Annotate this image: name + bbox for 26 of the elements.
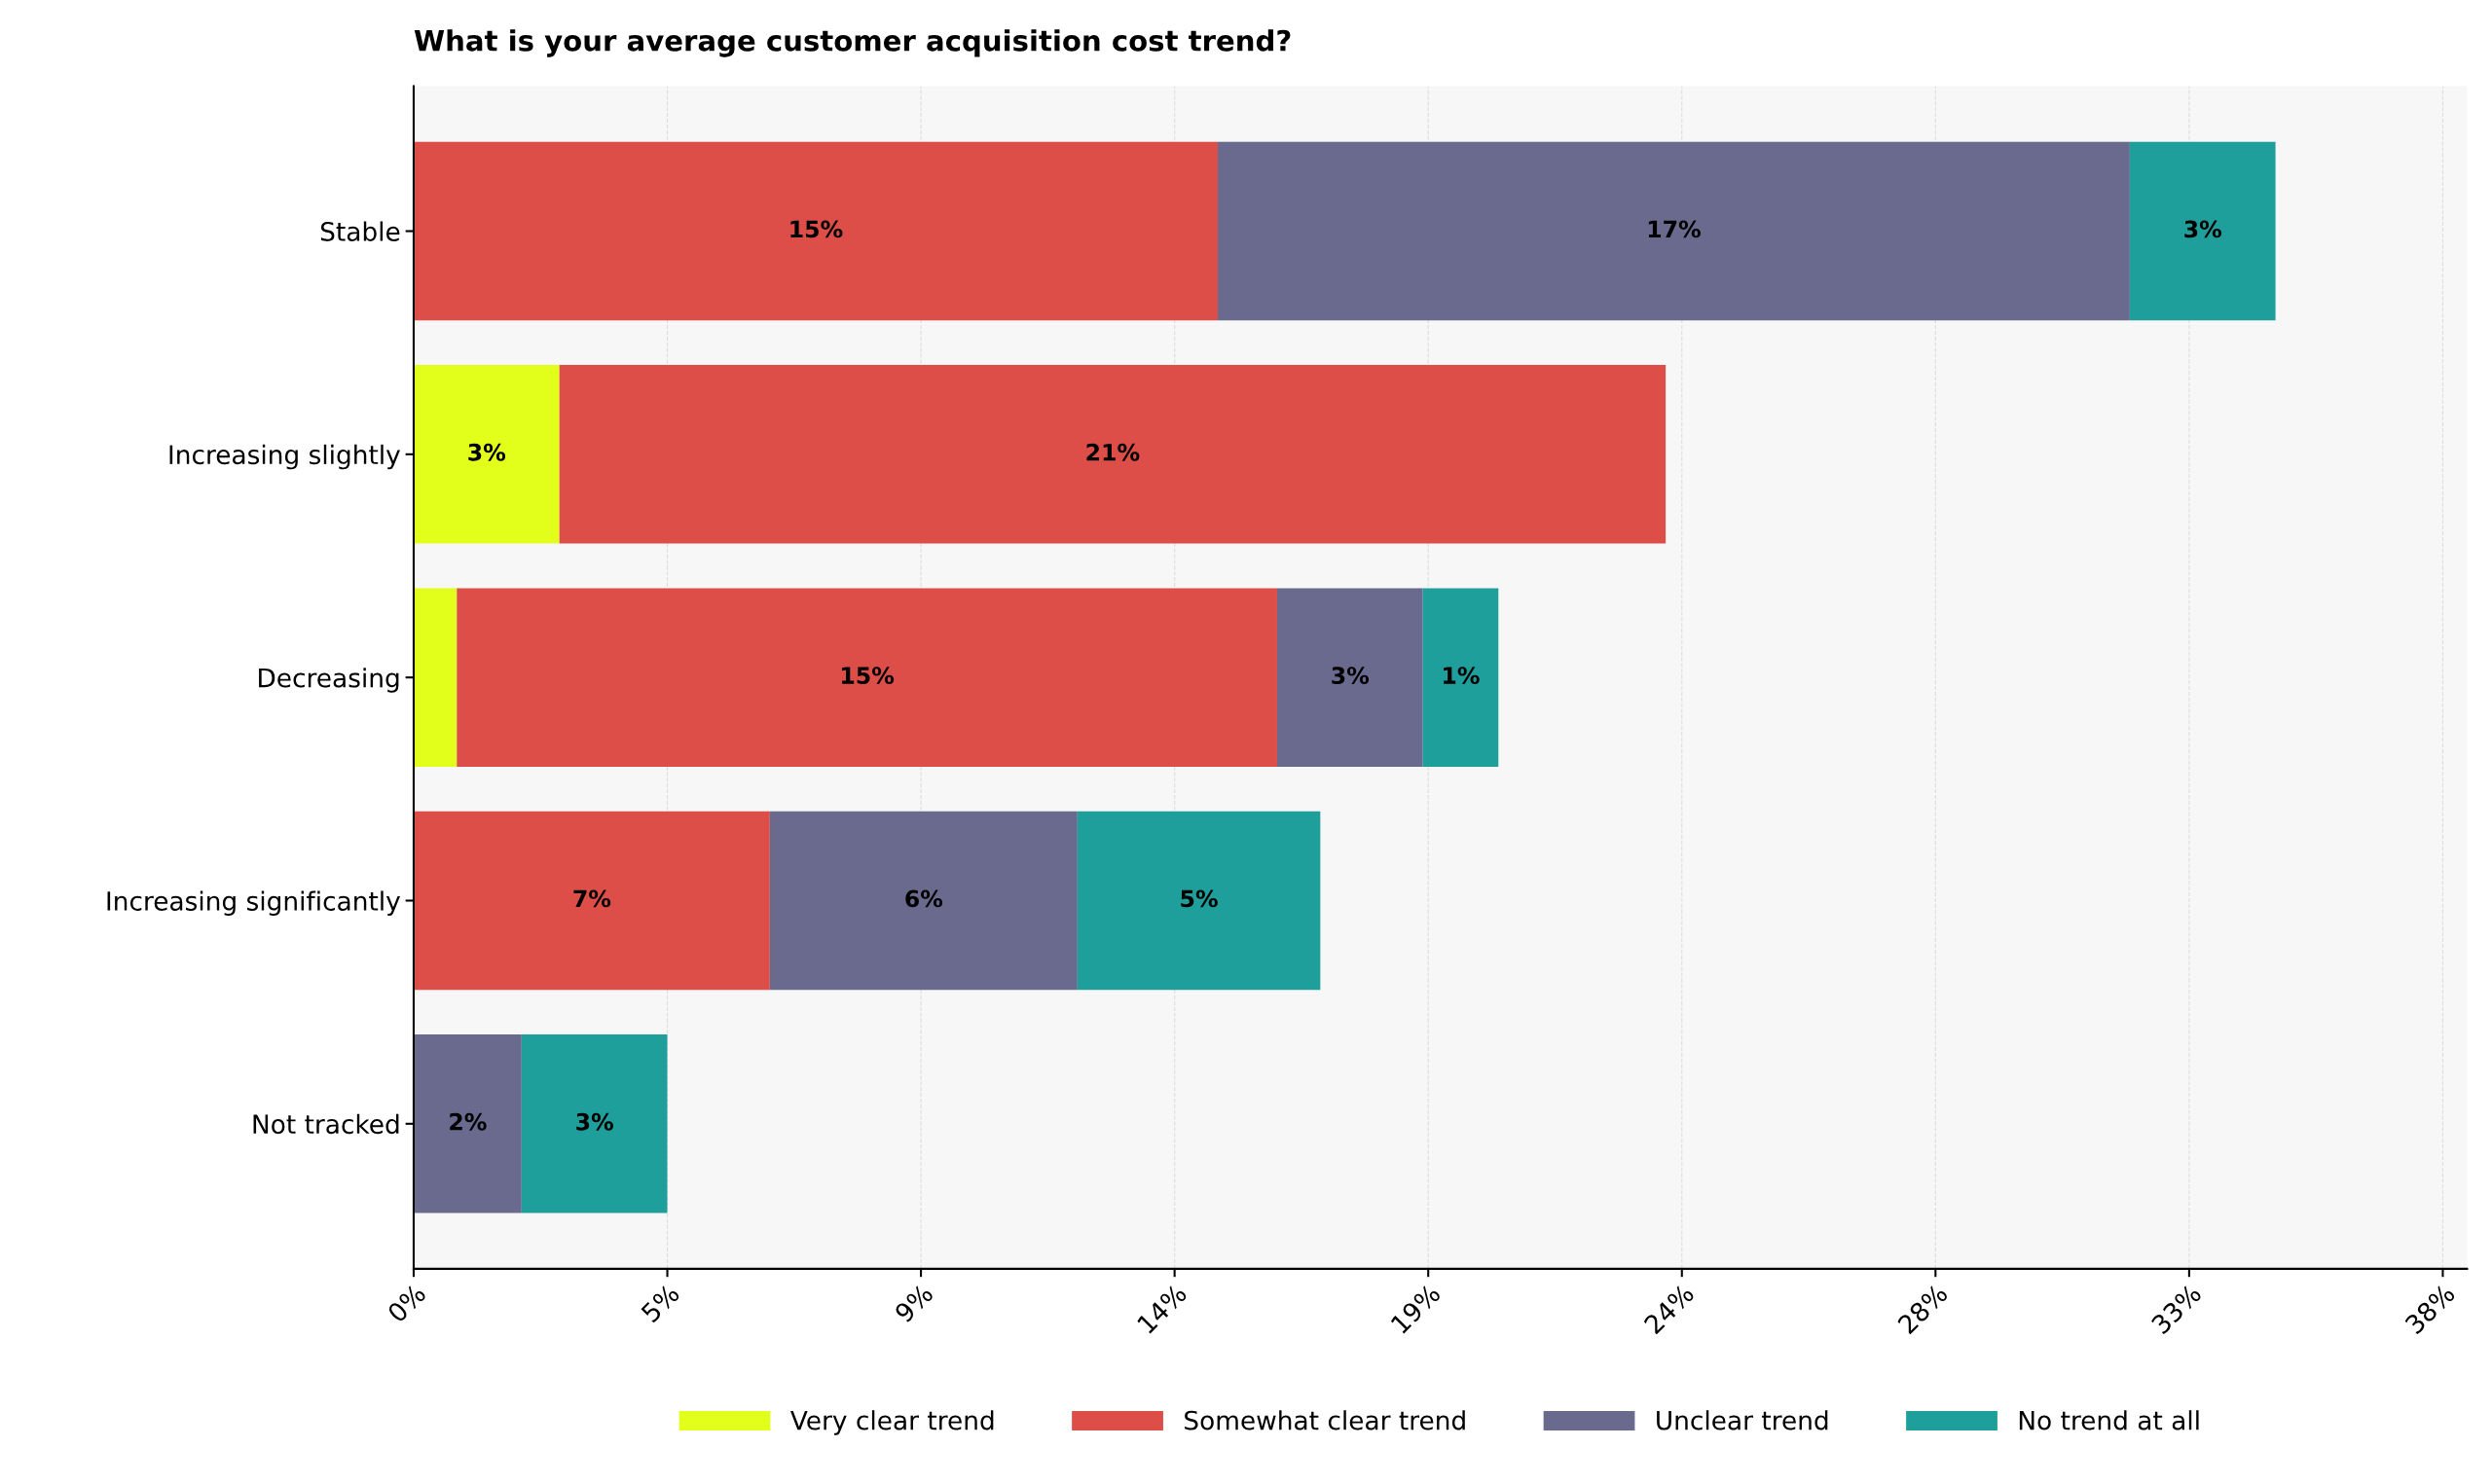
x-tick-label: 9% <box>893 1283 934 1323</box>
y-tick-label: Not tracked <box>253 1113 399 1135</box>
x-tick-label: 0% <box>385 1283 427 1323</box>
chart-title: What is your average customer acquisition cost trend? <box>414 29 1291 57</box>
data-label: 5% <box>1181 889 1218 908</box>
data-label: 7% <box>573 889 611 908</box>
legend-label: Very clear trend <box>790 1410 994 1435</box>
legend-label: No trend at all <box>2019 1410 2199 1430</box>
data-label: 1% <box>1444 667 1480 685</box>
y-tick-label: Stable <box>320 221 400 241</box>
data-label: 3% <box>1332 667 1370 685</box>
legend-label: Somewhat clear trend <box>1185 1410 1465 1430</box>
data-label: 3% <box>576 1112 613 1131</box>
data-label: 21% <box>1086 443 1140 461</box>
y-tick-label: Increasing significantly <box>107 890 400 916</box>
data-label: 3% <box>468 443 506 461</box>
data-label: 6% <box>905 889 943 908</box>
y-tick-label: Decreasing <box>259 668 399 693</box>
x-tick-label: 5% <box>640 1283 680 1323</box>
data-label: 2% <box>450 1112 487 1131</box>
data-label: 15% <box>790 220 843 238</box>
data-label: 17% <box>1648 220 1701 238</box>
y-tick-label: Increasing slightly <box>169 444 400 470</box>
data-label: 15% <box>842 667 895 685</box>
legend-label: Unclear trend <box>1657 1410 1828 1430</box>
data-label: 3% <box>2184 220 2222 238</box>
